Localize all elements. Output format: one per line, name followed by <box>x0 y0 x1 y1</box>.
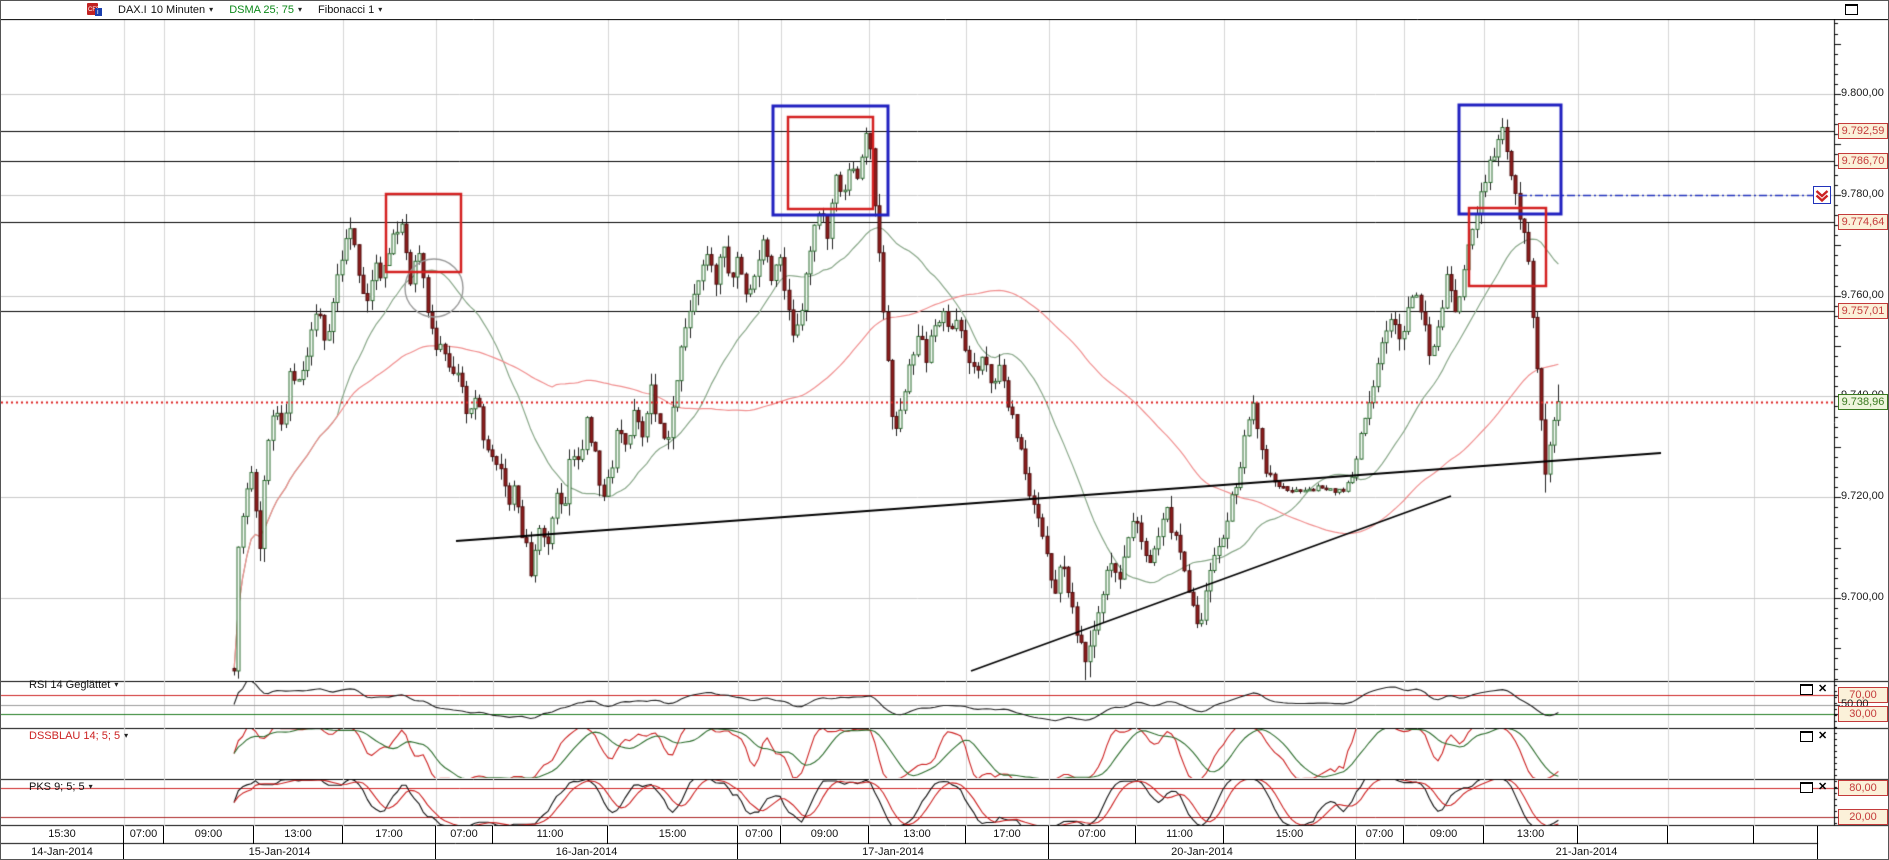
time-tick-label: 13:00 <box>1484 826 1578 844</box>
price-axis-label: 9.780,00 <box>1841 188 1884 200</box>
ma-indicator-selector[interactable]: DSMA 25; 75 ▾ <box>229 4 302 16</box>
instrument-selector[interactable]: DAX.I 10 Minuten ▾ <box>118 4 213 16</box>
panel-minimize-icon[interactable] <box>1800 684 1813 695</box>
time-tick-label: 09:00 <box>781 826 869 844</box>
panel-close-icon[interactable]: ✕ <box>1818 683 1828 695</box>
time-tick-label: 11:00 <box>493 826 608 844</box>
panel-minimize-icon[interactable] <box>1800 782 1813 793</box>
date-label: 20-Jan-2014 <box>1049 844 1356 859</box>
time-tick-label: 13:00 <box>869 826 966 844</box>
ma-indicator-label: DSMA 25; 75 <box>229 4 295 16</box>
price-level-label[interactable]: 9.792,59 <box>1838 123 1888 139</box>
instrument-name: DAX.I <box>118 4 147 16</box>
current-price-label: 9.738,96 <box>1838 394 1888 410</box>
time-tick-label: 07:00 <box>738 826 781 844</box>
time-tick-label <box>1668 826 1754 844</box>
indicator-level-label[interactable]: 80,00 <box>1838 780 1888 796</box>
time-tick-label: 09:00 <box>1404 826 1484 844</box>
time-tick-label: 09:00 <box>164 826 254 844</box>
time-axis: 15:30 07:00 09:00 13:00 17:00 07:00 11:00 15:00… <box>1 826 1818 844</box>
panel-close-icon[interactable]: ✕ <box>1818 730 1828 742</box>
rsi-indicator-label[interactable]: RSI 14 Geglättet ▾ <box>29 679 118 691</box>
timeframe-label: 10 Minuten <box>150 4 206 16</box>
time-tick-label: 07:00 <box>1356 826 1404 844</box>
time-tick-label: 17:00 <box>343 826 436 844</box>
time-tick-label: 11:00 <box>1136 826 1224 844</box>
time-tick-label: 15:30 <box>1 826 124 844</box>
fibonacci-selector[interactable]: Fibonacci 1 ▾ <box>318 4 382 16</box>
price-axis-label: 9.760,00 <box>1841 289 1884 301</box>
dss-panel-buttons: ✕ <box>1800 731 1827 742</box>
chevron-down-icon: ▾ <box>209 5 214 14</box>
time-tick-label <box>1754 826 1818 844</box>
date-label: 14-Jan-2014 <box>1 844 124 859</box>
maximize-icon[interactable] <box>1845 4 1858 15</box>
chevron-down-icon: ▾ <box>114 680 119 689</box>
price-axis-label: 9.700,00 <box>1841 591 1884 603</box>
alert-marker-icon[interactable] <box>1813 186 1831 207</box>
chevron-down-icon: ▾ <box>88 782 93 791</box>
time-tick-label: 13:00 <box>254 826 343 844</box>
date-axis: 14-Jan-2014 15-Jan-2014 16-Jan-2014 17-Jan-… <box>1 844 1818 859</box>
price-level-label[interactable]: 9.757,01 <box>1838 303 1888 319</box>
time-tick-label: 17:00 <box>966 826 1049 844</box>
time-tick-label: 15:00 <box>1224 826 1356 844</box>
rsi-panel-buttons: ✕ <box>1800 684 1827 695</box>
date-label: 16-Jan-2014 <box>436 844 738 859</box>
dss-label-text: DSSBLAU 14; 5; 5 <box>29 730 121 742</box>
price-level-label[interactable]: 9.786,70 <box>1838 153 1888 169</box>
svg-text:CFD: CFD <box>88 7 101 13</box>
indicator-level-label[interactable]: 20,00 <box>1838 809 1888 825</box>
chart-header: CFD i DAX.I 10 Minuten ▾ DSMA 25; 75 ▾ F… <box>1 1 1888 19</box>
date-label: 15-Jan-2014 <box>124 844 436 859</box>
date-label: 17-Jan-2014 <box>738 844 1049 859</box>
svg-text:i: i <box>97 9 99 16</box>
pks-panel-buttons: ✕ <box>1800 782 1827 793</box>
price-axis-label: 9.800,00 <box>1841 87 1884 99</box>
time-tick-label: 07:00 <box>124 826 164 844</box>
price-level-label[interactable]: 9.774,64 <box>1838 214 1888 230</box>
time-tick-label: 07:00 <box>436 826 493 844</box>
time-tick-label: 07:00 <box>1049 826 1136 844</box>
cfd-instrument-icon: CFD i <box>87 2 102 19</box>
pks-label-text: PKS 9; 5; 5 <box>29 781 85 793</box>
panel-close-icon[interactable]: ✕ <box>1818 781 1828 793</box>
indicator-level-label[interactable]: 30,00 <box>1838 706 1888 722</box>
dss-indicator-label[interactable]: DSSBLAU 14; 5; 5 ▾ <box>29 730 128 742</box>
indicator-level-label[interactable]: 70,00 <box>1838 687 1888 703</box>
date-label: 21-Jan-2014 <box>1356 844 1818 859</box>
fibonacci-label: Fibonacci 1 <box>318 4 375 16</box>
chevron-down-icon: ▾ <box>378 5 383 14</box>
time-tick-label <box>1578 826 1668 844</box>
panel-minimize-icon[interactable] <box>1800 731 1813 742</box>
time-tick-label: 15:00 <box>608 826 738 844</box>
price-axis-label: 9.720,00 <box>1841 490 1884 502</box>
chevron-down-icon: ▾ <box>298 5 303 14</box>
rsi-label-text: RSI 14 Geglättet <box>29 679 111 691</box>
chevron-down-icon: ▾ <box>124 731 129 740</box>
pks-indicator-label[interactable]: PKS 9; 5; 5 ▾ <box>29 781 93 793</box>
